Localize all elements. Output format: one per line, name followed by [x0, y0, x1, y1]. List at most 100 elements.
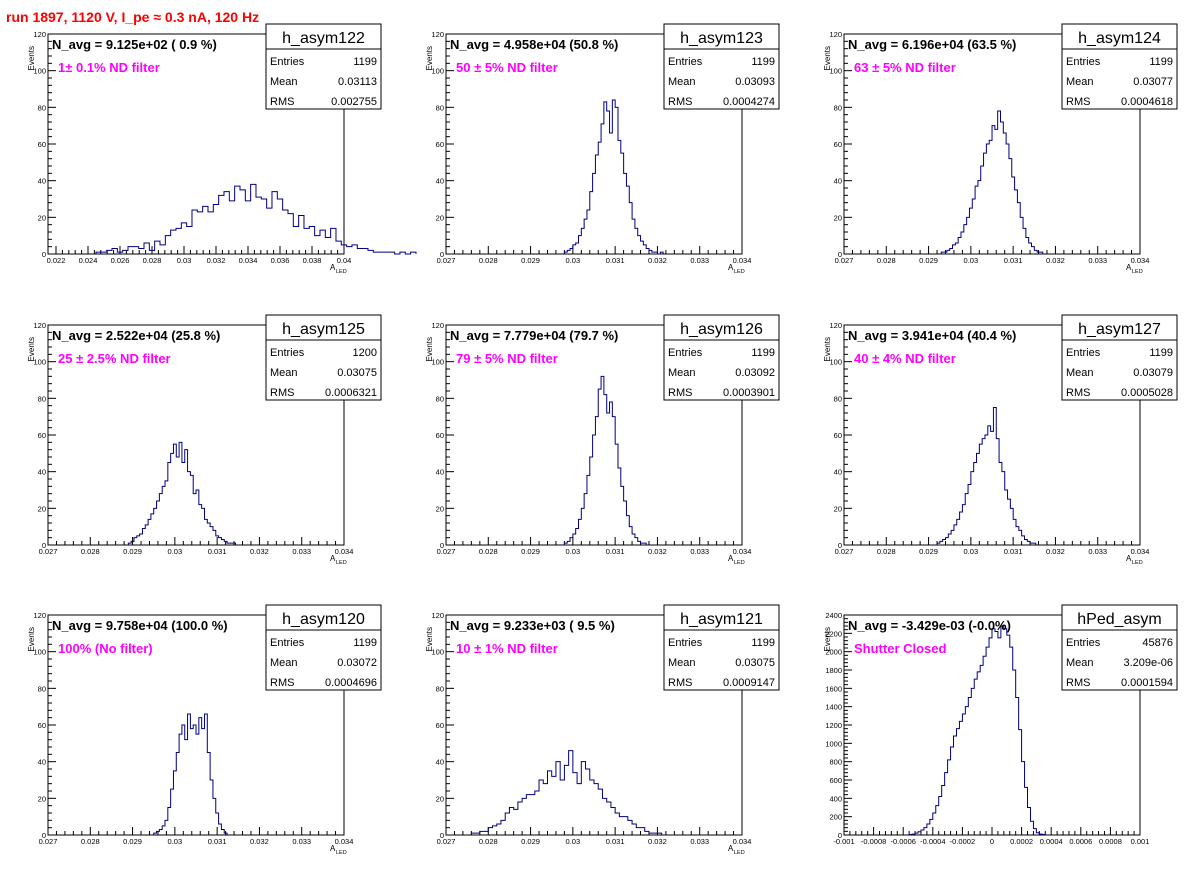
- histogram-name: h_asym125: [282, 321, 365, 338]
- y-tick-label: 40: [38, 177, 46, 186]
- stats-key-rms: RMS: [668, 387, 692, 399]
- stats-key-mean: Mean: [270, 76, 298, 88]
- x-axis-label-subscript: LED: [336, 560, 347, 566]
- x-axis-label-subscript: LED: [1132, 560, 1143, 566]
- stats-box: hPed_asym Entries 45876 Mean 3.209e-06 RMS 0.0…: [1061, 604, 1178, 691]
- histogram-series: [470, 750, 663, 835]
- stats-value-rms: 0.0005028: [1121, 387, 1173, 399]
- y-tick-label: 1000: [825, 739, 842, 748]
- x-tick-label: 0.034: [1131, 547, 1150, 556]
- x-tick-label: 0.038: [303, 256, 322, 265]
- y-tick-label: 100: [431, 67, 444, 76]
- x-axis-label-subscript: LED: [734, 269, 745, 275]
- x-tick-label: 0.033: [1088, 256, 1107, 265]
- stats-box: h_asym125 Entries 1200 Mean 0.03075 RMS 0.0006…: [265, 314, 382, 401]
- stats-values-box: [663, 629, 780, 691]
- histogram-chart: 0 20 40 60 80 100 120 0.027 0.028 0.029 0.03 0.031 0…: [425, 23, 780, 275]
- x-tick-label: 0.031: [208, 837, 227, 846]
- x-tick-label: 0.033: [1088, 547, 1107, 556]
- stats-value-entries: 1199: [751, 637, 775, 649]
- stats-name-box: [265, 604, 382, 631]
- histogram-series: [936, 407, 1037, 545]
- x-tick-label: 0.028: [81, 547, 100, 556]
- x-axis-label-subscript: LED: [336, 850, 347, 856]
- n-avg-label: N_avg = 9.125e+02 ( 0.9 %): [52, 37, 217, 52]
- x-tick-label: 0.034: [335, 837, 354, 846]
- y-tick-label: 120: [431, 321, 444, 330]
- stats-value-entries: 45876: [1142, 637, 1173, 649]
- stats-name-box: [663, 604, 780, 631]
- histogram-panel: 0 20 40 60 80 100 120 0.022 0.024 0.026 0.028 0.03 0…: [27, 23, 417, 290]
- x-tick-label: -0.001: [833, 837, 854, 846]
- x-tick-label: 0.032: [207, 256, 226, 265]
- filter-note: 100% (No filter): [58, 641, 153, 656]
- y-tick-label: 1800: [825, 666, 842, 675]
- y-tick-label: 120: [33, 611, 46, 620]
- filter-note: 79 ± 5% ND filter: [456, 351, 558, 366]
- x-tick-label: 0.034: [733, 547, 752, 556]
- y-axis-label: Events: [425, 337, 434, 361]
- histogram-chart: 0 20 40 60 80 100 120 0.027 0.028 0.029 0.03 0.031 0…: [823, 314, 1178, 566]
- y-axis-label: Events: [823, 627, 832, 651]
- y-tick-label: 60: [436, 431, 444, 440]
- stats-box: h_asym126 Entries 1199 Mean 0.03092 RMS 0.0003…: [663, 314, 780, 401]
- x-tick-label: 0.03: [566, 547, 581, 556]
- stats-value-entries: 1199: [353, 637, 377, 649]
- x-axis-label-subscript: LED: [734, 560, 745, 566]
- y-tick-label: 1200: [825, 721, 842, 730]
- stats-key-entries: Entries: [270, 56, 305, 68]
- y-tick-label: 60: [436, 140, 444, 149]
- x-tick-label: 0.029: [123, 837, 142, 846]
- stats-values-box: [265, 339, 382, 401]
- histogram-chart: 0 20 40 60 80 100 120 0.027 0.028 0.029 0.03 0.031 0…: [27, 314, 382, 566]
- n-avg-label: N_avg = 3.941e+04 (40.4 %): [848, 328, 1016, 343]
- x-tick-label: 0.031: [1004, 256, 1023, 265]
- y-tick-label: 120: [33, 30, 46, 39]
- x-tick-label: 0.032: [250, 547, 269, 556]
- x-axis-label: A: [1126, 263, 1132, 272]
- x-axis-label-subscript: LED: [1132, 269, 1143, 275]
- y-tick-label: 600: [829, 776, 842, 785]
- x-tick-label: 0.028: [81, 837, 100, 846]
- stats-values-box: [265, 629, 382, 691]
- histogram-name: h_asym124: [1078, 30, 1161, 47]
- x-axis-label-subscript: LED: [734, 850, 745, 856]
- histogram-series: [563, 375, 647, 545]
- y-tick-label: 40: [834, 177, 842, 186]
- stats-key-rms: RMS: [270, 677, 294, 689]
- filter-note: Shutter Closed: [854, 641, 947, 656]
- x-tick-label: 0.028: [143, 256, 162, 265]
- histogram-panel: 0 20 40 60 80 100 120 0.027 0.028 0.029 0.03 0.031 0…: [425, 604, 780, 871]
- x-tick-label: 0.031: [606, 256, 625, 265]
- stats-value-rms: 0.0003901: [723, 387, 775, 399]
- stats-values-box: [1061, 339, 1178, 401]
- y-tick-label: 60: [834, 431, 842, 440]
- x-tick-label: 0.033: [690, 837, 709, 846]
- histogram-chart: 0 20 40 60 80 100 120 0.027 0.028 0.029 0.03 0.031 0…: [27, 604, 382, 856]
- y-tick-label: 0: [440, 831, 444, 840]
- histogram-panel: 0 200 400 600 800 1000 1200 1400 1600 1800 2000 220…: [823, 604, 1178, 871]
- y-tick-label: 80: [38, 394, 46, 403]
- x-tick-label: 0.034: [733, 256, 752, 265]
- histogram-name: h_asym123: [680, 30, 763, 47]
- stats-value-entries: 1199: [751, 56, 775, 68]
- histogram-name: h_asym122: [282, 30, 365, 47]
- x-tick-label: 0.029: [521, 837, 540, 846]
- y-tick-label: 2200: [825, 629, 842, 638]
- x-axis-label: A: [330, 554, 336, 563]
- y-tick-label: 40: [436, 177, 444, 186]
- histogram-chart: 0 20 40 60 80 100 120 0.027 0.028 0.029 0.03 0.031 0…: [425, 314, 780, 566]
- x-tick-label: -0.0002: [950, 837, 975, 846]
- y-tick-label: 2000: [825, 648, 842, 657]
- stats-key-mean: Mean: [1066, 657, 1094, 669]
- y-tick-label: 1400: [825, 703, 842, 712]
- x-tick-label: 0.029: [521, 547, 540, 556]
- x-tick-label: 0.024: [79, 256, 98, 265]
- y-tick-label: 0: [838, 541, 842, 550]
- y-tick-label: 400: [829, 794, 842, 803]
- stats-key-entries: Entries: [270, 637, 305, 649]
- stats-value-mean: 0.03075: [337, 367, 377, 379]
- stats-key-entries: Entries: [668, 56, 703, 68]
- y-tick-label: 120: [829, 30, 842, 39]
- histogram-chart: 0 20 40 60 80 100 120 0.022 0.024 0.026 0.028 0.03 0…: [27, 23, 417, 275]
